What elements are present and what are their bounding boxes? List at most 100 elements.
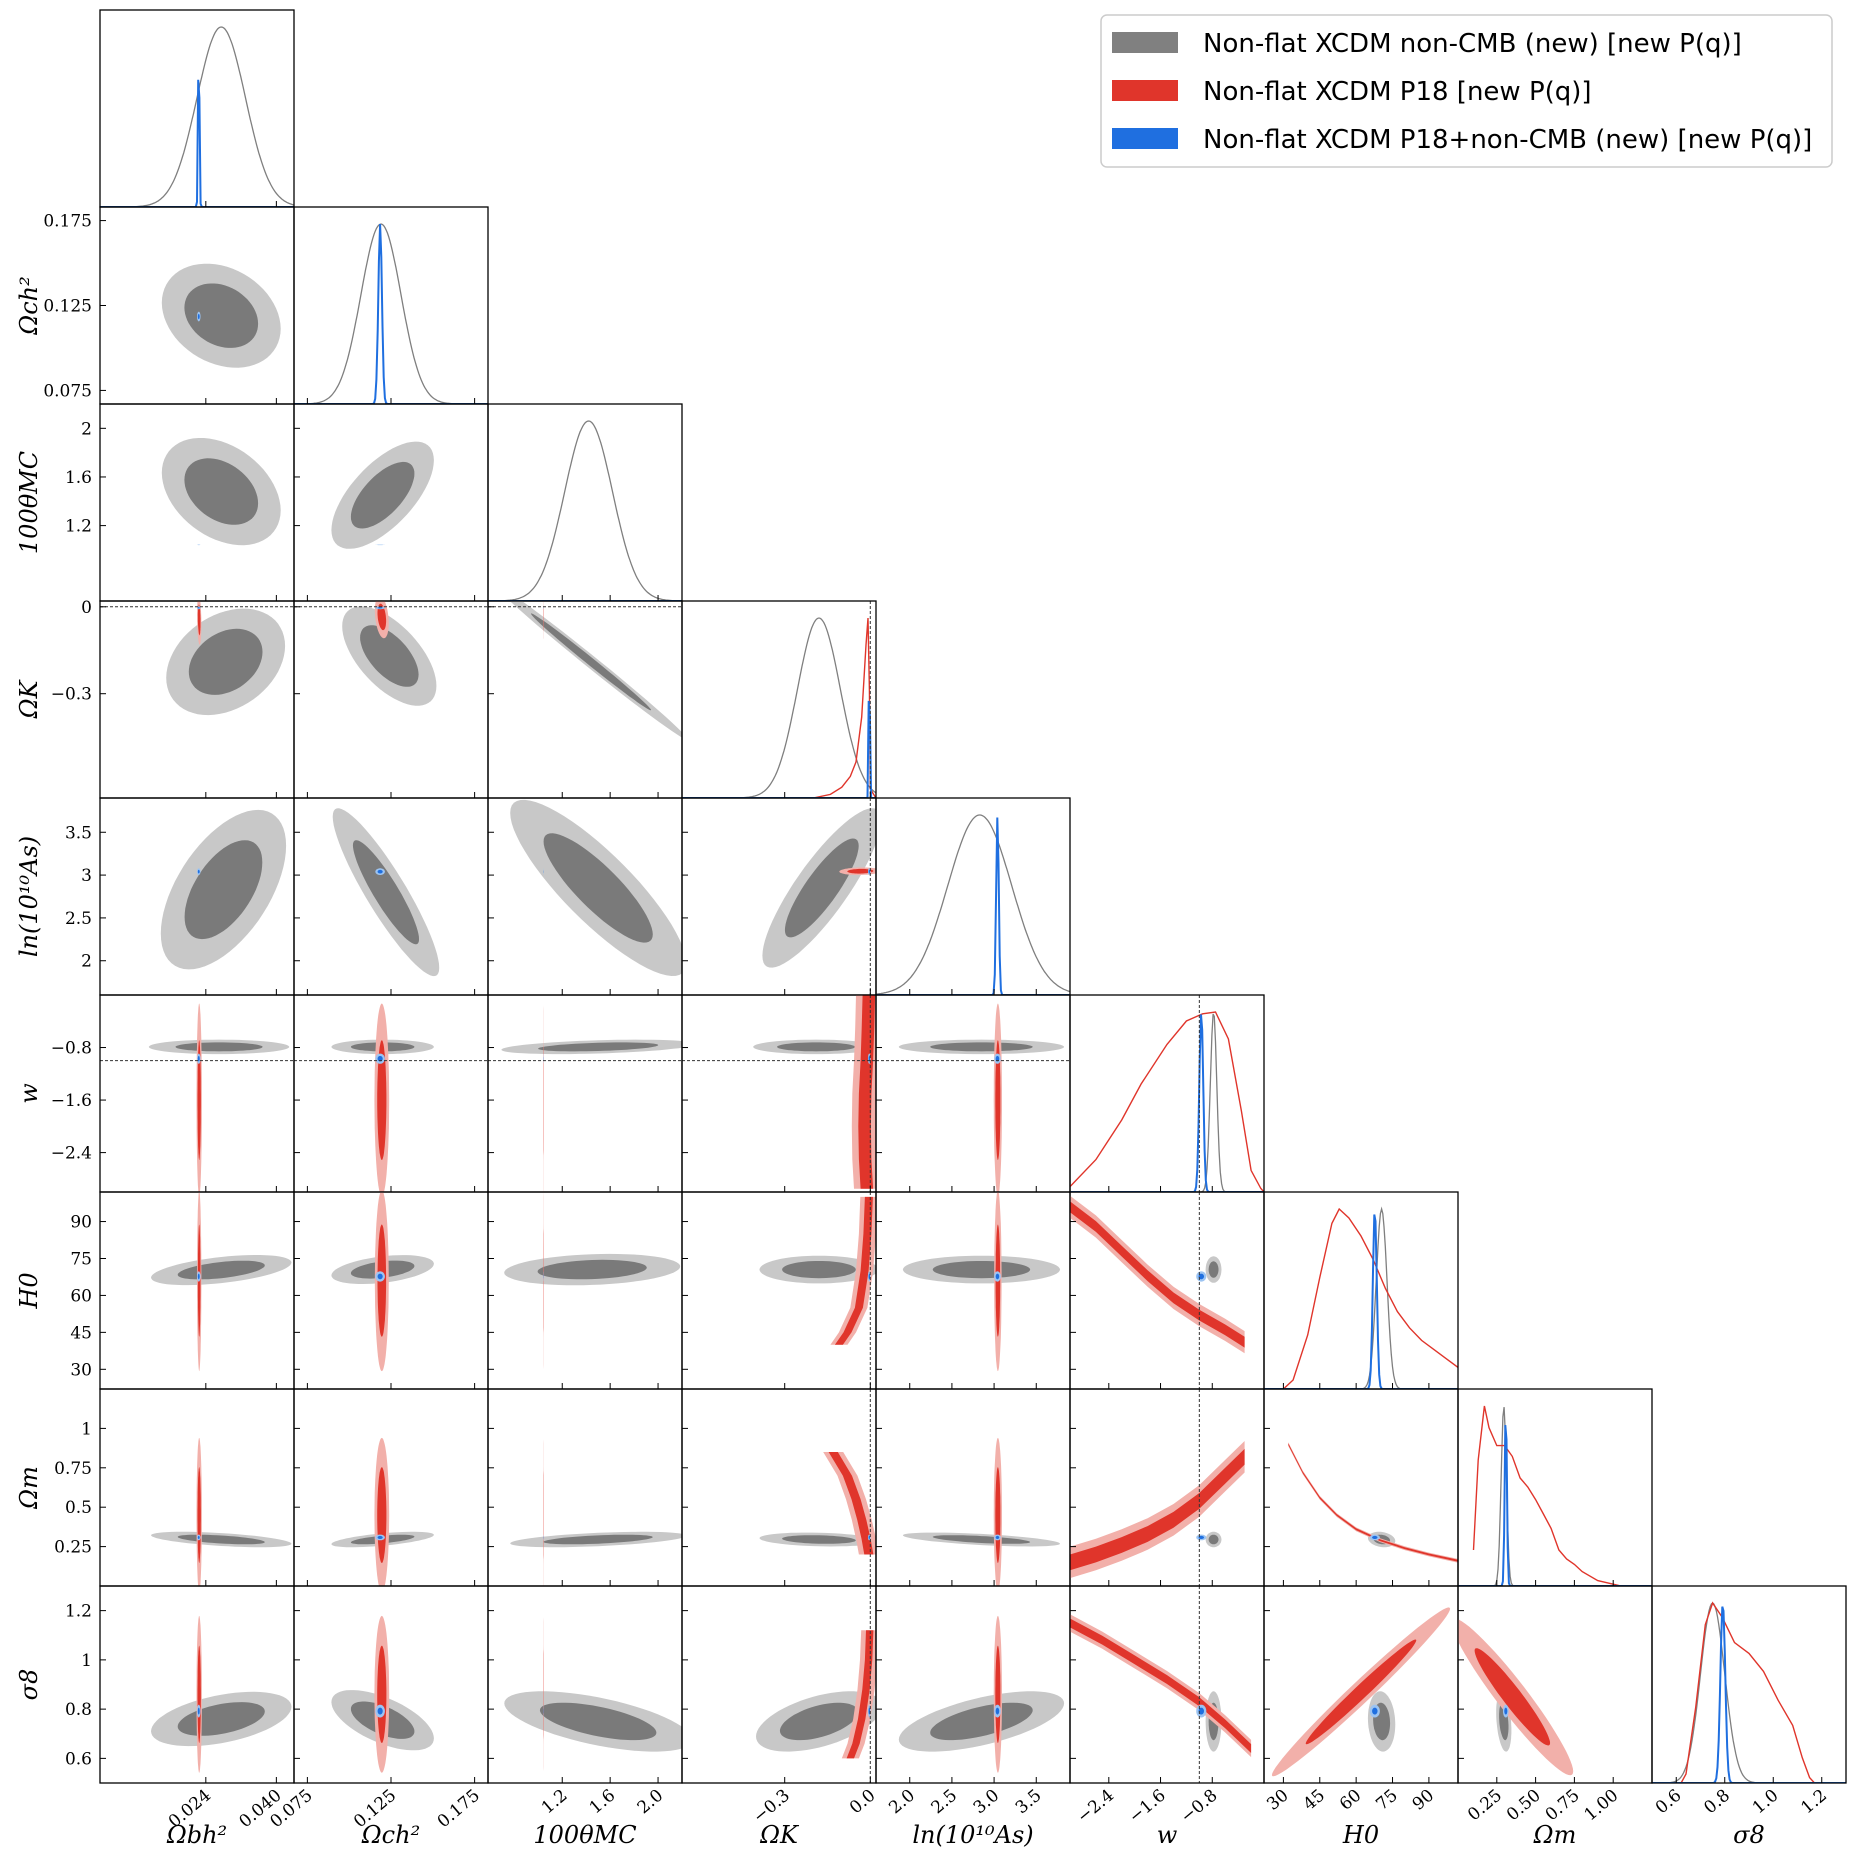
contour-joint-inner-och2-las-0 — [377, 869, 383, 874]
contour-joint-inner-och2-w-0 — [377, 1055, 383, 1062]
x-tick-label-om-3: 1.00 — [1581, 1786, 1623, 1826]
contour-noncmb-inner-theta-las-0 — [543, 833, 653, 943]
legend-swatch-joint — [1112, 128, 1178, 149]
contour-noncmb-inner-ok-s8-0 — [779, 1702, 858, 1741]
panel-frame — [487, 1585, 683, 1784]
panel-frame — [293, 1585, 489, 1784]
y-tick-label-w-2: −0.8 — [51, 1039, 92, 1059]
contour-noncmb-inner-ok-om-0 — [782, 1535, 856, 1544]
panel-obh2-h0: 30 45 60 75 90 H0 — [15, 1191, 295, 1390]
contour-joint-inner-obh2-ok-0 — [197, 607, 200, 609]
y-tick-label-las-0: 2 — [81, 952, 92, 972]
panel-och2-w — [293, 994, 489, 1193]
panel-frame — [681, 1191, 877, 1390]
y-tick-label-las-3: 3.5 — [65, 823, 92, 843]
x-tick-label-h0-3: 75 — [1372, 1786, 1401, 1815]
contour-p18-inner-w-s8-0 — [1070, 1618, 1252, 1753]
panel-obh2-om: 0.25 0.5 0.75 1 Ωm — [15, 1388, 295, 1587]
panel-och2-ok — [293, 600, 489, 799]
x-tick-label-om-0: 0.25 — [1464, 1786, 1506, 1826]
y-tick-label-h0-3: 75 — [70, 1249, 92, 1269]
panel-ok-ok — [681, 600, 877, 799]
contour-p18-inner-om-s8-0 — [1474, 1648, 1551, 1746]
contour-joint-inner-h0-om-0 — [1372, 1535, 1378, 1539]
y-tick-label-theta-0: 1.2 — [65, 517, 92, 537]
contour-p18-inner-ok-s8-0 — [846, 1630, 874, 1759]
y-tick-label-ok-0: −0.3 — [51, 685, 92, 705]
panel-om-om — [1457, 1388, 1653, 1587]
x-axis-label-h0: H0 — [1342, 1821, 1379, 1849]
contour-noncmb-inner-las-h0-0 — [932, 1261, 1031, 1279]
contour-noncmb-inner-las-om-0 — [932, 1535, 1031, 1544]
y-tick-label-s8-1: 0.8 — [65, 1700, 92, 1720]
contour-p18-inner-obh2-ok-0 — [197, 604, 201, 636]
panel-frame — [681, 600, 877, 799]
contour-joint-inner-las-om-0 — [995, 1535, 1000, 1539]
contour-noncmb-inner-theta-w-0 — [538, 1042, 659, 1052]
contour-noncmb-inner-las-w-0 — [930, 1042, 1033, 1052]
x-tick-label-las-0: 2.0 — [885, 1786, 919, 1819]
marginal-joint-h0 — [1264, 1214, 1458, 1389]
panel-las-h0 — [875, 1191, 1071, 1390]
y-tick-label-las-2: 3 — [81, 866, 92, 886]
y-axis-label-och2: Ωch² — [15, 276, 43, 335]
y-tick-label-las-1: 2.5 — [65, 909, 92, 929]
contour-joint-inner-h0-s8-0 — [1372, 1707, 1378, 1715]
contour-joint-inner-obh2-om-0 — [197, 1535, 200, 1539]
panel-ok-om — [681, 1388, 877, 1587]
panel-las-w — [875, 994, 1071, 1193]
y-axis-label-om: Ωm — [15, 1466, 43, 1510]
contour-joint-inner-ok-om-0 — [868, 1535, 870, 1539]
panel-w-w — [1069, 994, 1265, 1193]
x-tick-label-w-2: −0.8 — [1177, 1786, 1221, 1828]
panel-w-h0 — [1069, 1191, 1265, 1390]
marginal-joint-obh2 — [100, 79, 294, 207]
contour-noncmb-inner-w-om-0 — [1208, 1534, 1219, 1545]
contour-joint-inner-ok-h0-0 — [868, 1273, 870, 1280]
panel-frame — [1069, 994, 1265, 1193]
y-tick-label-w-1: −1.6 — [51, 1091, 92, 1111]
contour-p18-outer-h0-om-0 — [1288, 1442, 1458, 1563]
panel-las-las — [875, 797, 1071, 996]
contour-noncmb-inner-theta-h0-0 — [537, 1259, 647, 1280]
x-tick-label-h0-1: 45 — [1300, 1786, 1329, 1815]
marginal-noncmb-las — [876, 814, 1070, 995]
legend-label-p18: Non-flat XCDM P18 [new P(q)] — [1203, 77, 1592, 107]
y-tick-label-s8-2: 1 — [81, 1651, 92, 1671]
y-tick-label-h0-2: 60 — [70, 1286, 92, 1306]
contour-joint-inner-obh2-s8-0 — [197, 1707, 200, 1715]
y-tick-label-och2-0: 0.075 — [43, 381, 92, 401]
panel-h0-h0 — [1263, 1191, 1459, 1390]
marginal-joint-ok — [682, 700, 876, 798]
x-tick-label-s8-3: 1.2 — [1797, 1786, 1831, 1819]
y-axis-label-h0: H0 — [15, 1272, 43, 1309]
contour-noncmb-inner-ok-w-0 — [777, 1042, 856, 1052]
contour-joint-inner-obh2-h0-0 — [197, 1273, 200, 1280]
panel-w-s8: −2.4 −1.6 −0.8w — [1069, 1585, 1265, 1849]
y-axis-label-w: w — [15, 1083, 43, 1104]
y-tick-label-ok-1: 0 — [81, 598, 92, 618]
panel-theta-theta — [487, 403, 683, 602]
panel-och2-och2 — [293, 206, 489, 405]
x-tick-label-om-1: 0.50 — [1503, 1786, 1545, 1826]
x-axis-label-w: w — [1157, 1821, 1178, 1849]
panel-frame — [1651, 1585, 1847, 1784]
contour-p18-inner-las-w-0 — [995, 1040, 1001, 1160]
y-axis-label-theta: 100θMC — [15, 451, 43, 554]
marginal-noncmb-s8 — [1652, 1602, 1846, 1783]
contour-noncmb-inner-obh2-las-0 — [184, 840, 263, 940]
contour-noncmb-inner-ok-h0-0 — [782, 1261, 856, 1279]
panel-ok-las — [681, 797, 877, 996]
x-tick-label-h0-2: 60 — [1336, 1786, 1365, 1815]
panel-frame — [875, 1191, 1071, 1390]
contour-p18-inner-obh2-w-0 — [197, 1040, 201, 1160]
marginal-joint-och2 — [294, 223, 488, 404]
contour-noncmb-inner-las-s8-0 — [930, 1702, 1033, 1741]
contour-noncmb-inner-obh2-och2-0 — [184, 283, 259, 348]
y-tick-label-w-0: −2.4 — [51, 1144, 92, 1164]
x-tick-label-theta-1: 1.6 — [586, 1786, 620, 1819]
panel-ok-h0 — [681, 1191, 877, 1390]
y-tick-label-om-3: 1 — [81, 1419, 92, 1439]
x-axis-label-och2: Ωch² — [361, 1821, 420, 1849]
contour-joint-inner-las-s8-0 — [995, 1707, 1000, 1715]
